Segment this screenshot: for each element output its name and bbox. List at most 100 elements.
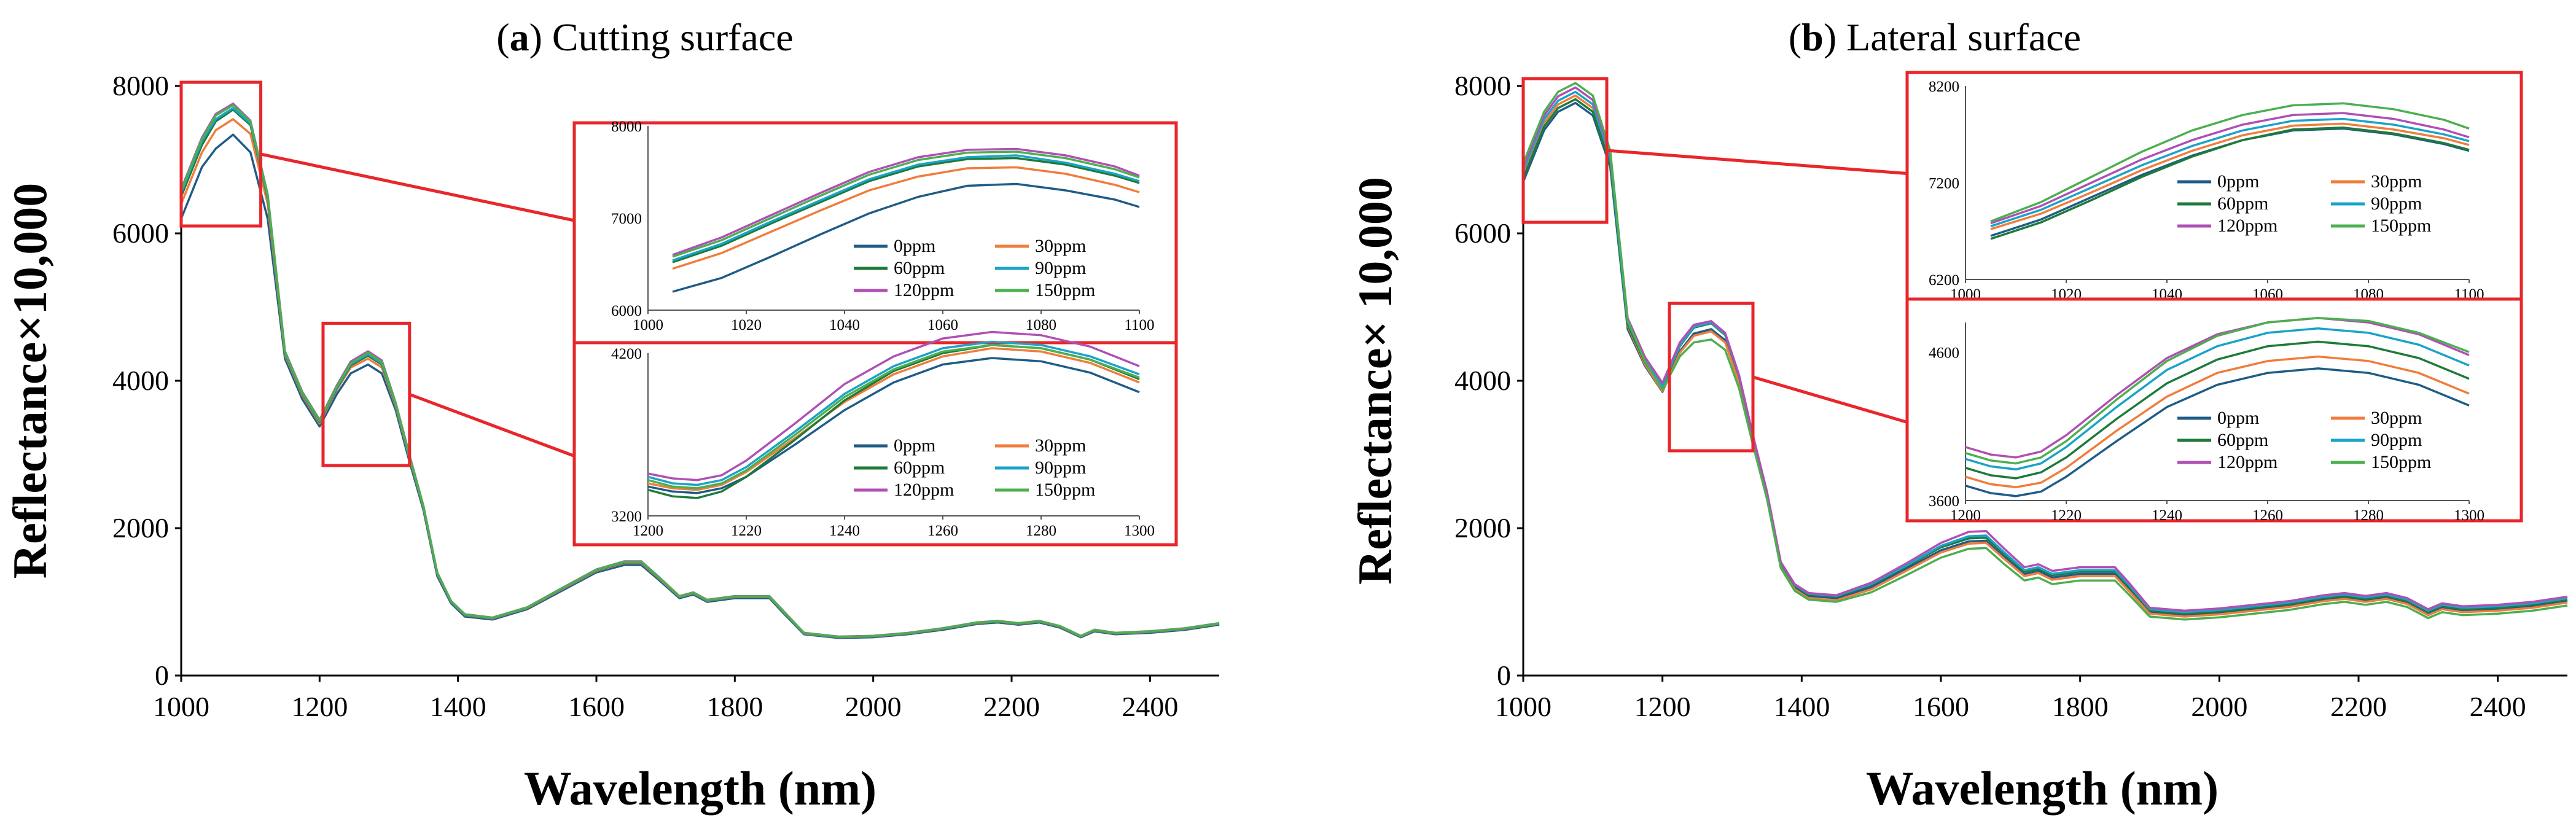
legend-label: 0ppm [2217,408,2259,428]
x-tick-label: 1000 [153,691,209,722]
legend-label: 60ppm [894,458,945,478]
y-tick-label: 8000 [112,70,169,101]
inset-series-line-30ppm [647,347,1140,491]
y-tick-label: 6000 [1454,217,1511,249]
y-tick-label: 4000 [112,365,169,396]
inset-series-line-0ppm [647,357,1140,494]
legend-label: 120ppm [2217,452,2277,472]
series-line-150ppm [1522,82,2568,621]
title-text: ) Cutting surface [529,15,794,59]
inset-y-tick-label: 3200 [611,509,642,525]
x-tick-label: 1800 [706,691,763,722]
inset-series-line-30ppm [1990,122,2470,230]
inset-series-line-150ppm [672,150,1140,258]
inset-x-tick-label: 1060 [927,317,958,333]
legend-label: 0ppm [2217,171,2259,192]
x-tick-label: 1200 [1634,691,1691,722]
x-tick-label: 2000 [845,691,902,722]
legend-label: 0ppm [894,435,935,456]
inset-x-tick-label: 1080 [1026,317,1056,333]
inset-series-line-90ppm [1990,117,2470,228]
y-tick-label: 8000 [1454,70,1511,101]
inset-x-tick-label: 1300 [2454,507,2484,524]
legend-label: 90ppm [2371,430,2422,450]
zoom-box [179,80,263,228]
y-tick-label: 0 [155,660,169,691]
inset-series-line-0ppm [1965,367,2470,497]
legend-label: 30ppm [2371,171,2422,192]
title-prefix: ( [496,15,509,59]
inset-series-line-120ppm [1990,112,2470,225]
inset-x-tick-label: 1200 [633,523,663,539]
legend-label: 150ppm [1035,480,1095,500]
inset-series-line-90ppm [647,340,1140,486]
legend-label: 150ppm [1035,280,1095,300]
zoom-connector [1752,375,1908,424]
inset-y-tick-label: 4600 [1929,345,1959,361]
zoom-connector [260,152,575,222]
series-line-120ppm [1522,86,2568,612]
inset-series-line-150ppm [647,344,1140,489]
inset-series-line-150ppm [1990,102,2470,223]
inset-series-line-120ppm [647,330,1140,481]
inset-x-tick-label: 1240 [2152,507,2182,524]
inset-x-tick-label: 1040 [829,317,860,333]
legend-label: 0ppm [894,236,935,256]
inset-x-tick-label: 1100 [1124,317,1154,333]
panel-title: (a) Cutting surface [496,15,793,59]
inset-series-line-90ppm [1965,327,2470,471]
legend-label: 90ppm [1035,258,1086,278]
inset-x-tick-label: 1020 [731,317,762,333]
x-tick-label: 1000 [1495,691,1551,722]
legend-label: 120ppm [894,280,954,300]
y-axis-label: Reflectance× 10,000 [1348,177,1402,585]
inset-x-tick-label: 1220 [2051,507,2082,524]
legend-label: 60ppm [2217,430,2268,450]
y-tick-label: 0 [1497,660,1511,691]
x-tick-label: 1600 [568,691,625,722]
panel-a: (a) Cutting surface 0 2000 4000 6000 8000 1000… [3,15,1220,815]
inset-y-tick-label: 7000 [611,211,642,227]
inset-x-tick-label: 1220 [731,523,762,539]
x-tick-label: 1400 [1773,691,1830,722]
inset-y-tick-label: 3600 [1929,493,1959,510]
inset-series-line-30ppm [1965,355,2470,489]
x-tick-label: 1400 [430,691,486,722]
legend-label: 150ppm [2371,452,2431,472]
inset-series-line-30ppm [672,166,1140,270]
inset-y-tick-label: 7200 [1929,176,1959,192]
y-tick-label: 4000 [1454,365,1511,396]
inset-y-tick-label: 8000 [611,119,642,135]
legend-label: 120ppm [894,480,954,500]
inset-series-line-60ppm [1965,340,2470,480]
inset-series-line-150ppm [1965,317,2470,465]
x-tick-label: 2400 [1122,691,1178,722]
inset-x-tick-label: 1300 [1124,523,1155,539]
x-tick-label: 1800 [2052,691,2109,722]
x-tick-label: 2400 [2470,691,2526,722]
series-line-90ppm [1522,90,2568,614]
x-tick-label: 2200 [983,691,1040,722]
inset-y-tick-label: 6200 [1929,272,1959,289]
y-tick-label: 6000 [112,217,169,249]
legend-label: 30ppm [1035,236,1086,256]
title-text: ) Lateral surface [1824,15,2081,59]
legend-label: 30ppm [1035,435,1086,456]
inset-series-line-90ppm [672,154,1140,262]
panel-title: (b) Lateral surface [1789,15,2081,59]
inset-x-tick-label: 1280 [1026,523,1056,539]
title-prefix: ( [1789,15,1801,59]
inset-series-line-120ppm [1965,317,2470,459]
legend-label: 30ppm [2371,408,2422,428]
inset-x-tick-label: 1260 [2252,507,2283,524]
inset-x-tick-label: 1200 [1950,507,1981,524]
inset-series-line-0ppm [672,182,1140,293]
legend-label: 60ppm [894,258,945,278]
panel-b: (b) Lateral surface 0 2000 4000 6000 8000 1000… [1348,15,2568,815]
title-letter: b [1801,15,1824,59]
inset-x-tick-label: 1000 [633,317,663,333]
legend-label: 60ppm [2217,193,2268,214]
inset-x-tick-label: 1280 [2353,507,2384,524]
zoom-connector [1606,149,1908,175]
